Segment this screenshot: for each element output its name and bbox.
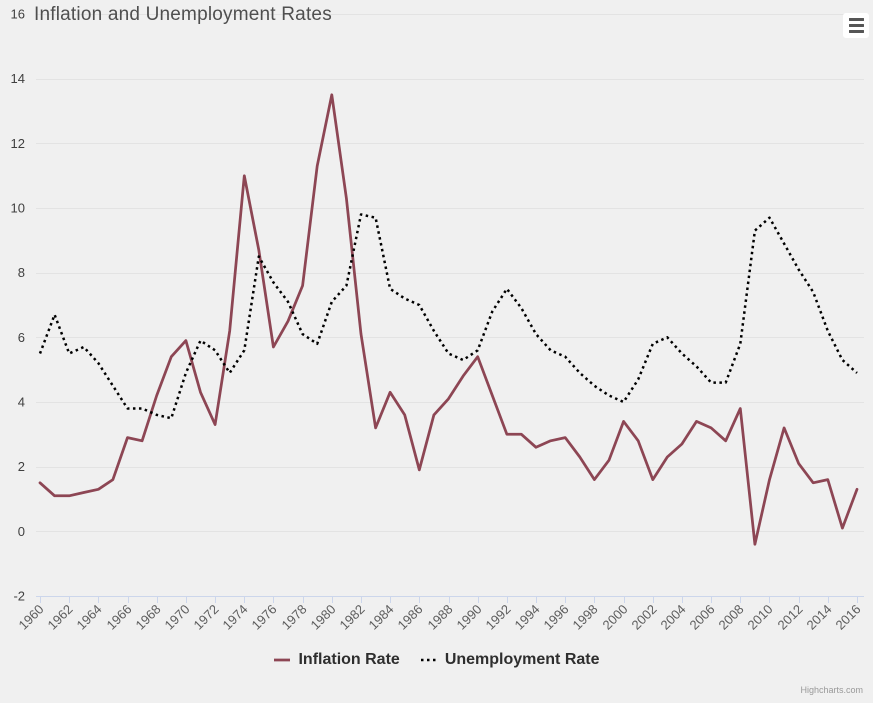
x-axis-label: 1978 [279,602,310,633]
x-axis-label: 1974 [220,602,251,633]
x-axis-label: 1998 [570,602,601,633]
hamburger-icon [848,29,864,33]
x-axis-label: 1960 [16,602,47,633]
x-axis-label: 1982 [337,602,368,633]
y-axis-label: -2 [13,589,25,604]
y-axis-label: 2 [18,459,25,474]
x-axis-label: 1996 [541,602,572,633]
x-axis-label: 2008 [716,602,747,633]
x-axis-label: 2006 [687,602,718,633]
legend-item-inflation-rate[interactable]: Inflation Rate [273,651,400,669]
y-axis-label: 16 [11,7,25,22]
hamburger-icon [848,23,864,28]
legend-item-unemployment-rate[interactable]: Unemployment Rate [420,651,600,669]
legend-label-inflation-rate: Inflation Rate [298,651,400,668]
inflation-legend-marker-icon [274,658,291,662]
chart-title: Inflation and Unemployment Rates [34,4,332,25]
y-axis-label: 12 [11,136,25,151]
legend-label-unemployment-rate: Unemployment Rate [444,651,600,668]
x-axis-label: 1966 [104,602,135,633]
hamburger-icon [848,18,864,22]
x-axis-label: 1970 [162,602,193,633]
series-line-unemployment-rate[interactable] [38,213,858,420]
y-axis-label: 10 [11,201,25,216]
x-axis-label: 2000 [600,602,631,633]
x-axis-label: 1980 [308,602,339,633]
x-axis-label: 1968 [133,602,164,633]
x-axis-label: 2010 [745,602,776,633]
x-axis-label: 2016 [833,602,864,633]
y-axis-label: 4 [18,395,25,410]
x-axis-label: 2014 [804,602,835,633]
x-axis-label: 2002 [629,602,660,633]
x-axis-label: 1976 [249,602,280,633]
x-axis-label: 1964 [74,602,105,633]
y-axis-label: 8 [18,265,25,280]
x-axis-label: 2004 [658,602,689,633]
x-axis-label: 1994 [512,602,543,633]
y-axis-label: 6 [18,330,25,345]
x-axis-label: 1990 [454,602,485,633]
y-axis-label: 0 [18,524,25,539]
x-axis-label: 1988 [425,602,456,633]
series-line-inflation-rate[interactable] [38,93,859,546]
x-axis-label: 1962 [45,602,76,633]
x-axis-label: 1992 [483,602,514,633]
credits-link[interactable]: Highcharts.com [800,685,863,695]
x-axis-label: 1984 [366,602,397,633]
context-menu-button[interactable] [843,13,869,38]
legend: Inflation Rate Unemployment Rate [0,651,873,669]
x-axis-label: 2012 [775,602,806,633]
unemployment-legend-marker-icon [420,658,437,662]
y-axis-label: 14 [11,71,25,86]
x-axis-label: 1986 [395,602,426,633]
x-axis-label: 1972 [191,602,222,633]
